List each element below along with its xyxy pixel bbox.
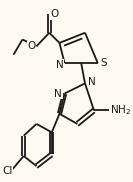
Text: Cl: Cl [2, 166, 12, 176]
Text: O: O [27, 41, 36, 51]
Text: N: N [54, 88, 62, 98]
Text: O: O [50, 9, 59, 19]
Text: N: N [56, 60, 63, 70]
Text: N: N [88, 77, 95, 87]
Text: S: S [101, 58, 107, 68]
Text: NH$_2$: NH$_2$ [110, 104, 131, 117]
